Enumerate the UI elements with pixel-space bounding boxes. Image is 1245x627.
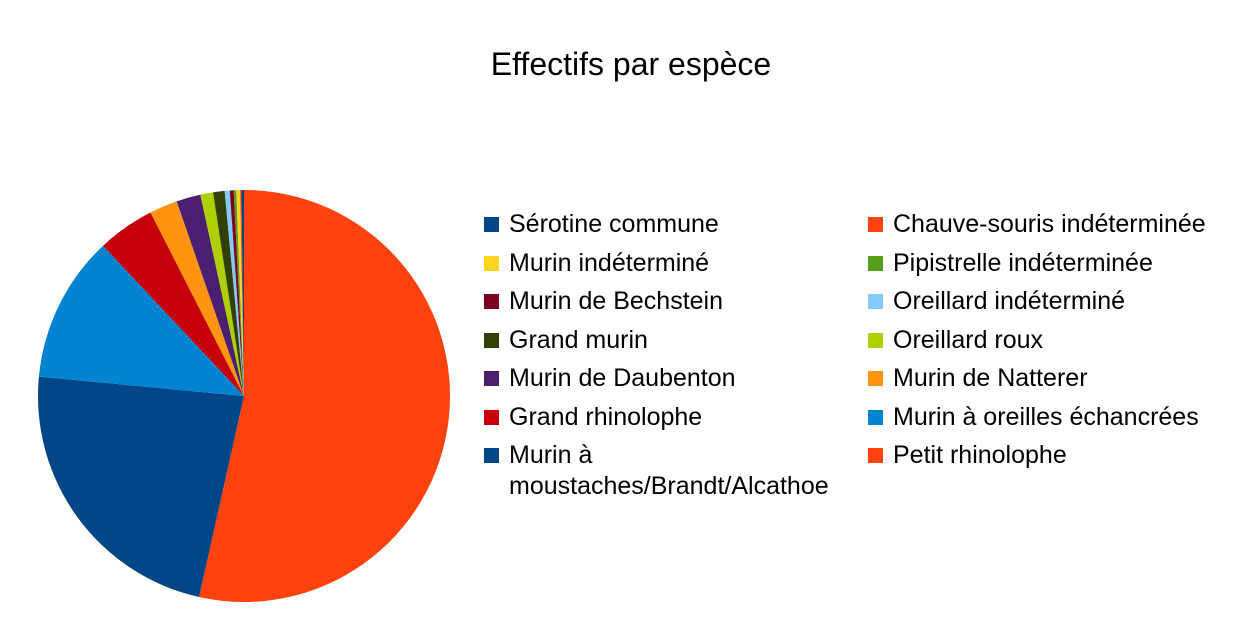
legend-swatch: [484, 294, 499, 309]
legend-label: Petit rhinolophe: [893, 441, 1067, 469]
pie-slice-2: [37, 376, 245, 598]
pie-slice-3: [38, 245, 244, 396]
legend-swatch: [484, 409, 499, 425]
pie-slice-4: [102, 212, 244, 396]
legend-item: Murin à moustaches/Brandt/Alcathoe: [484, 436, 854, 502]
legend-item: Grand rhinolophe: [484, 398, 859, 437]
pie-slice-10: [229, 190, 244, 396]
legend-swatch: [484, 217, 499, 232]
pie-slice-8: [213, 190, 244, 396]
legend-label: Grand murin: [509, 325, 648, 354]
legend-swatch: [868, 409, 883, 425]
legend-item: Murin à oreilles échancrées: [868, 398, 1228, 437]
legend-swatch: [868, 217, 883, 232]
pie-slice-11: [233, 190, 244, 396]
chart-title: Effectifs par espèce: [490, 46, 772, 82]
legend-label: Murin de Daubenton: [509, 364, 736, 392]
legend-swatch: [868, 332, 883, 348]
legend-label: Oreillard roux: [893, 325, 1044, 354]
legend-swatch: [484, 371, 499, 386]
legend-label: Murin de Bechstein: [509, 287, 724, 315]
legend-label: Chauve-souris indéterminée: [893, 210, 1206, 238]
legend-swatch: [868, 294, 883, 309]
pie-chart: [37, 190, 450, 602]
legend-label: Grand rhinolophe: [509, 402, 703, 431]
pie-slice-7: [200, 192, 244, 396]
pie-slice-14: [241, 190, 244, 396]
pie-slice-1: [199, 190, 450, 602]
legend-item: Pipistrelle indéterminée: [868, 244, 1228, 283]
pie-slices: [37, 190, 450, 602]
pie-slice-13: [240, 190, 244, 396]
legend-item: Murin de Bechstein: [484, 282, 859, 321]
legend-item: Murin de Daubenton: [484, 359, 859, 398]
legend-swatch: [868, 255, 883, 271]
legend-item: Petit rhinolophe: [868, 436, 1228, 475]
legend-item: Oreillard indéterminé: [868, 282, 1228, 321]
legend-column-2: Chauve-souris indéterminée Pipistrelle in…: [868, 205, 1228, 475]
legend-swatch: [484, 448, 499, 463]
legend-item: Oreillard roux: [868, 321, 1228, 360]
pie-slice-12: [236, 190, 244, 396]
legend-item: Sérotine commune: [484, 205, 859, 244]
legend-swatch: [484, 255, 499, 271]
legend-swatch: [484, 332, 499, 348]
legend-label: Murin indéterminé: [509, 248, 710, 277]
legend-label: Murin à oreilles échancrées: [893, 402, 1199, 431]
legend-item: Chauve-souris indéterminée: [868, 205, 1228, 244]
legend-label: Sérotine commune: [509, 210, 719, 238]
legend-column-1: Sérotine commune Murin indéterminé Murin d…: [484, 205, 859, 502]
legend-label: Murin de Natterer: [893, 364, 1088, 392]
legend-swatch: [868, 448, 883, 463]
pie-slice-6: [176, 194, 244, 396]
legend-label: Pipistrelle indéterminée: [893, 248, 1153, 277]
legend-item: Murin de Natterer: [868, 359, 1228, 398]
pie-slice-5: [150, 201, 244, 396]
pie-slice-9: [224, 190, 244, 396]
legend-swatch: [868, 371, 883, 386]
legend-label: Murin à moustaches/Brandt/Alcathoe: [509, 441, 829, 500]
legend-item: Murin indéterminé: [484, 244, 859, 283]
legend-label: Oreillard indéterminé: [893, 287, 1126, 315]
legend-item: Grand murin: [484, 321, 859, 360]
